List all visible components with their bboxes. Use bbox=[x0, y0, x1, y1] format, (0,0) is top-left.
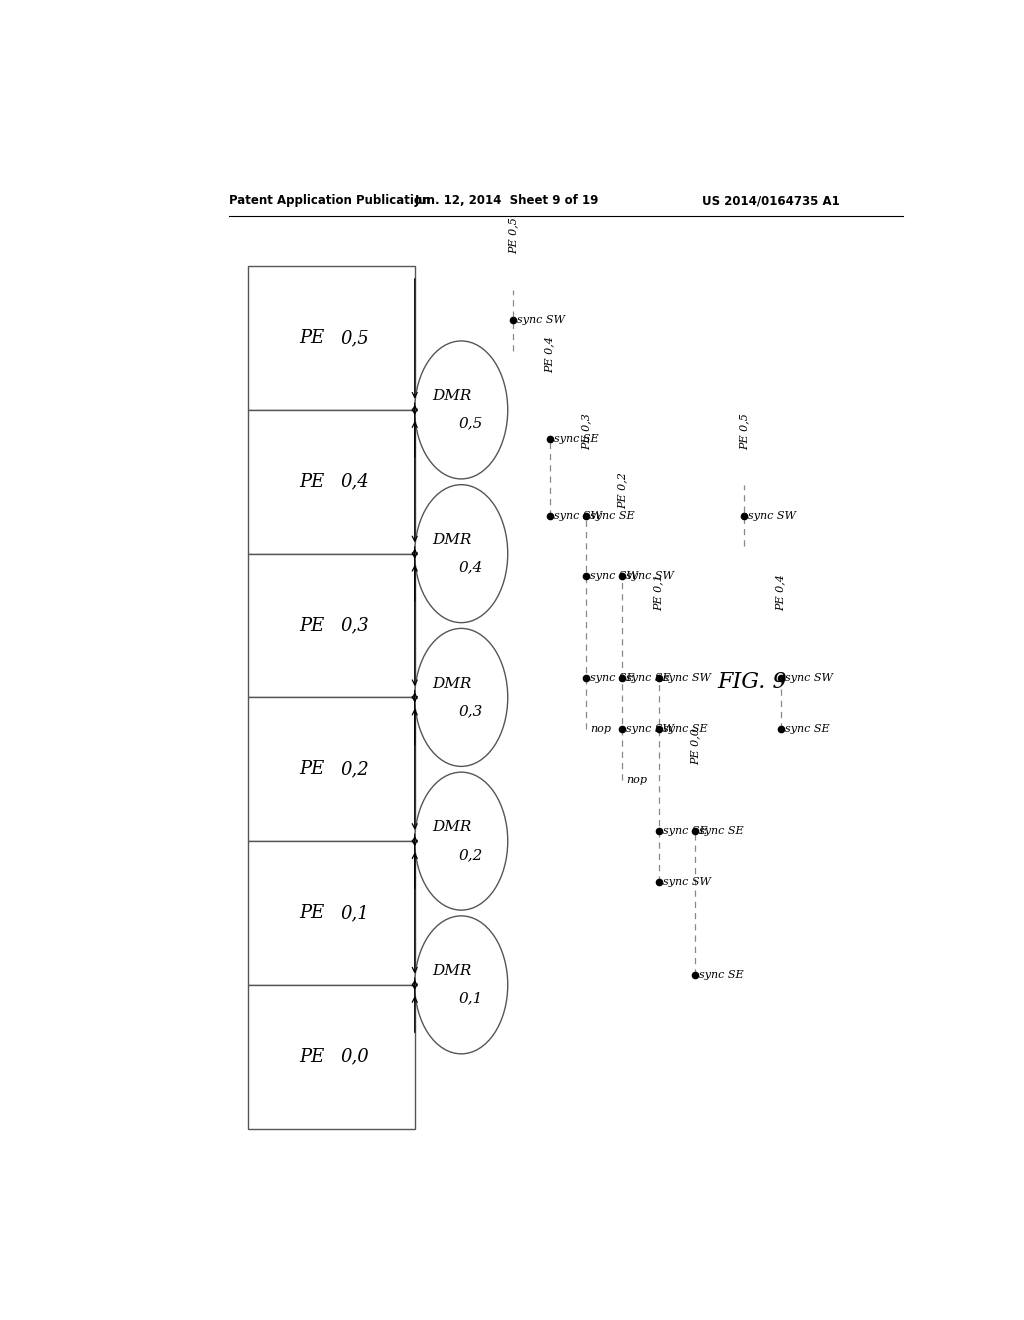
Bar bbox=[248, 553, 415, 697]
Text: sync SE: sync SE bbox=[663, 723, 708, 734]
Text: Patent Application Publication: Patent Application Publication bbox=[228, 194, 430, 207]
Ellipse shape bbox=[415, 341, 508, 479]
Text: DMR: DMR bbox=[432, 677, 471, 690]
Text: PE: PE bbox=[299, 904, 325, 921]
Text: sync SE: sync SE bbox=[627, 673, 671, 682]
Text: PE 0,2: PE 0,2 bbox=[617, 473, 628, 510]
Text: Jun. 12, 2014  Sheet 9 of 19: Jun. 12, 2014 Sheet 9 of 19 bbox=[415, 194, 599, 207]
Bar bbox=[248, 697, 415, 841]
Text: 0,5: 0,5 bbox=[459, 417, 483, 430]
Text: nop: nop bbox=[590, 723, 611, 734]
Text: sync SW: sync SW bbox=[663, 876, 711, 887]
Text: sync SE: sync SE bbox=[590, 511, 635, 521]
Text: 0,4: 0,4 bbox=[459, 561, 483, 574]
Text: sync SE: sync SE bbox=[699, 826, 743, 836]
Text: 0,1: 0,1 bbox=[341, 904, 370, 921]
Text: sync SE: sync SE bbox=[554, 434, 598, 445]
Text: PE: PE bbox=[299, 329, 325, 347]
Text: PE 0,0: PE 0,0 bbox=[690, 727, 700, 764]
Text: sync SW: sync SW bbox=[749, 511, 796, 521]
Text: 0,3: 0,3 bbox=[459, 704, 483, 718]
Text: PE 0,4: PE 0,4 bbox=[545, 337, 555, 374]
Ellipse shape bbox=[415, 628, 508, 767]
Ellipse shape bbox=[415, 484, 508, 623]
Bar bbox=[248, 267, 415, 411]
Text: sync SW: sync SW bbox=[784, 673, 833, 682]
Text: PE: PE bbox=[299, 760, 325, 779]
Ellipse shape bbox=[415, 772, 508, 909]
Text: sync SW: sync SW bbox=[663, 673, 711, 682]
Text: PE: PE bbox=[299, 473, 325, 491]
Text: 0,1: 0,1 bbox=[459, 991, 483, 1006]
Text: 0,4: 0,4 bbox=[341, 473, 370, 491]
Text: 0,5: 0,5 bbox=[341, 329, 370, 347]
Bar bbox=[248, 985, 415, 1129]
Text: 0,0: 0,0 bbox=[341, 1048, 370, 1065]
Text: FIG. 9: FIG. 9 bbox=[717, 671, 786, 693]
Text: 0,2: 0,2 bbox=[459, 847, 483, 862]
Text: DMR: DMR bbox=[432, 964, 471, 978]
Text: PE: PE bbox=[299, 1048, 325, 1065]
Text: DMR: DMR bbox=[432, 533, 471, 546]
Text: sync SE: sync SE bbox=[784, 723, 829, 734]
Text: sync SW: sync SW bbox=[517, 315, 565, 325]
Text: sync SE: sync SE bbox=[590, 673, 635, 682]
Text: sync SW: sync SW bbox=[590, 570, 638, 581]
Bar bbox=[248, 841, 415, 985]
Text: PE 0,5: PE 0,5 bbox=[508, 216, 518, 253]
Text: PE 0,5: PE 0,5 bbox=[739, 413, 750, 450]
Text: PE: PE bbox=[299, 616, 325, 635]
Text: sync SW: sync SW bbox=[627, 723, 674, 734]
Text: sync SW: sync SW bbox=[554, 511, 601, 521]
Text: PE 0,1: PE 0,1 bbox=[654, 574, 664, 611]
Text: DMR: DMR bbox=[432, 820, 471, 834]
Text: PE 0,4: PE 0,4 bbox=[775, 574, 785, 611]
Text: US 2014/0164735 A1: US 2014/0164735 A1 bbox=[701, 194, 840, 207]
Text: sync SE: sync SE bbox=[699, 970, 743, 981]
Bar bbox=[248, 411, 415, 553]
Text: 0,3: 0,3 bbox=[341, 616, 370, 635]
Text: sync SW: sync SW bbox=[627, 570, 674, 581]
Text: PE 0,3: PE 0,3 bbox=[581, 413, 591, 450]
Text: DMR: DMR bbox=[432, 389, 471, 403]
Text: nop: nop bbox=[627, 775, 647, 785]
Text: 0,2: 0,2 bbox=[341, 760, 370, 779]
Text: sync SE: sync SE bbox=[663, 826, 708, 836]
Ellipse shape bbox=[415, 916, 508, 1053]
